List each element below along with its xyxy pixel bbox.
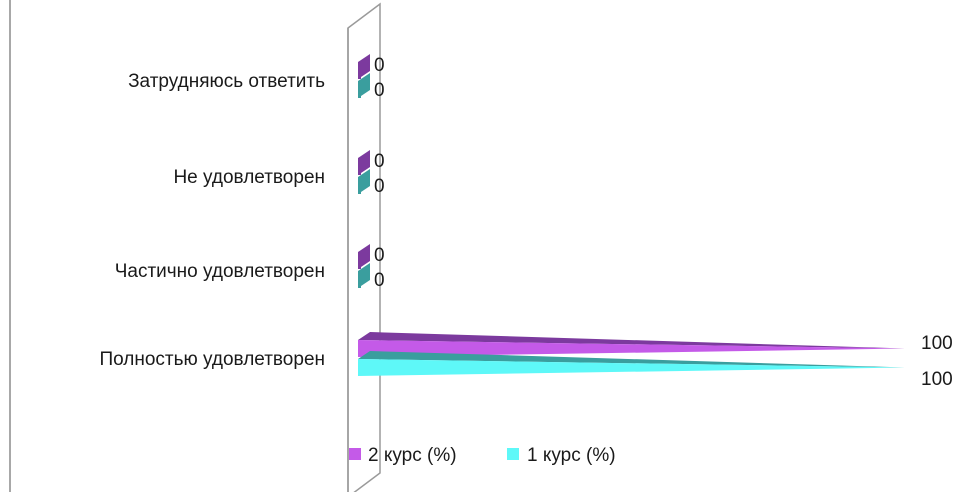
bar-2-kurs-value-label: 0: [374, 55, 385, 76]
bar-2-kurs-value-label: 0: [374, 151, 385, 172]
bar-2-kurs: [358, 340, 905, 357]
bar-2-kurs-value-label: 0: [374, 245, 385, 266]
bar-1-kurs-value-label: 0: [374, 176, 385, 197]
bar-1-kurs-stub-front: [358, 177, 361, 194]
category-label: Затрудняюсь ответить: [128, 71, 325, 92]
legend-swatch-2-kurs: [349, 448, 361, 460]
bar-2-kurs-top: [358, 332, 905, 349]
bar-1-kurs: [358, 359, 905, 376]
legend-label-1-kurs: 1 курс (%): [527, 445, 616, 466]
bar-1-kurs-stub-front: [358, 271, 361, 288]
category-label: Не удовлетворен: [173, 167, 325, 188]
category-label: Частично удовлетворен: [115, 261, 325, 282]
bar-1-kurs-value-label: 100: [921, 369, 953, 390]
bar-1-kurs-value-label: 0: [374, 80, 385, 101]
bar-2-kurs-stub-front: [358, 62, 361, 79]
bars-layer: [358, 54, 905, 376]
category-label: Полностью удовлетворен: [99, 349, 325, 370]
bar-1-kurs-value-label: 0: [374, 270, 385, 291]
legend: 2 курс (%) 1 курс (%): [349, 445, 616, 466]
value-labels: 0 0 0 0 0 0 100 100: [374, 55, 953, 390]
legend-swatch-1-kurs: [507, 448, 519, 460]
bar-2-kurs-stub-front: [358, 158, 361, 175]
bar-2-kurs-stub-front: [358, 252, 361, 269]
bar-2-kurs-value-label: 100: [921, 333, 953, 354]
bar-1-kurs-stub-front: [358, 81, 361, 98]
bar-1-kurs-top: [358, 351, 905, 368]
legend-label-2-kurs: 2 курс (%): [368, 445, 457, 466]
category-labels: Затрудняюсь ответить Не удовлетворен Части…: [99, 71, 325, 370]
